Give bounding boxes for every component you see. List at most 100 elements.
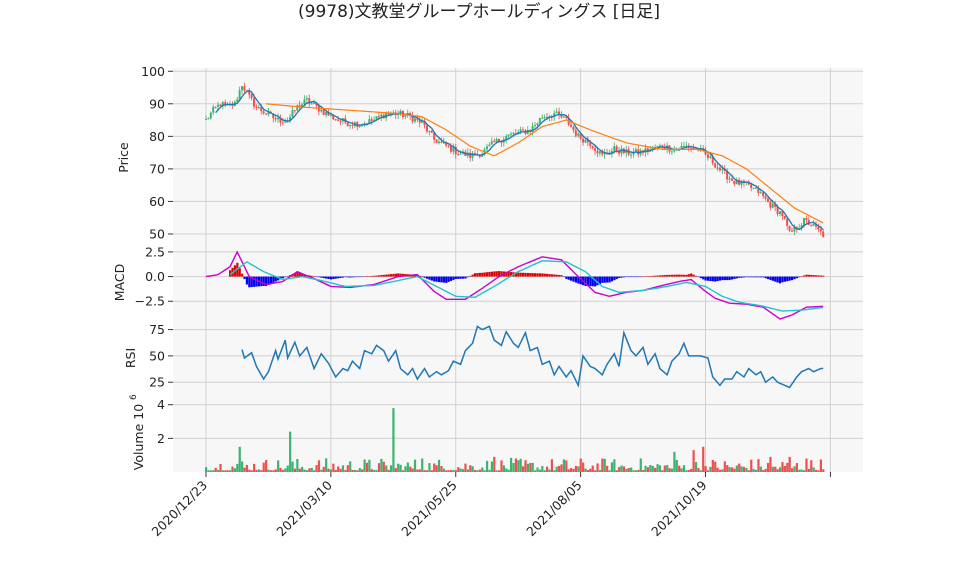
macd-hist-bar: [762, 276, 765, 278]
candle-body: [231, 104, 234, 107]
macd-hist-bar: [663, 275, 666, 277]
macd-hist-bar: [819, 275, 822, 277]
macd-hist-bar: [730, 276, 734, 280]
volume-bar: [630, 467, 633, 472]
macd-hist-bar: [473, 273, 477, 277]
candle-body: [819, 229, 822, 232]
macd-hist-bar: [241, 273, 244, 277]
candle-body: [555, 111, 558, 114]
volume-bar: [819, 459, 822, 472]
volume-bar: [822, 469, 825, 472]
candle-body: [437, 141, 440, 144]
macd-hist-bar: [678, 274, 681, 277]
volume-bar: [392, 408, 395, 472]
volume-bar: [699, 470, 702, 472]
macd-hist-bar: [320, 276, 323, 278]
candle-body: [442, 142, 445, 144]
volume-bar: [651, 465, 654, 472]
macd-hist-bar: [586, 276, 590, 287]
volume-bar: [649, 465, 652, 472]
rsi-line: [241, 325, 824, 389]
candle-body: [762, 192, 765, 197]
candle-body: [265, 113, 268, 115]
macd-hist-bar: [428, 276, 431, 280]
volume-bar: [538, 469, 542, 472]
macd-hist-bar: [505, 271, 508, 277]
macd-hist-bar: [634, 276, 638, 278]
macd-hist-bar: [481, 272, 484, 277]
macd-hist-bar: [399, 273, 402, 277]
volume-bar: [387, 469, 390, 472]
macd-hist-bar: [783, 276, 786, 282]
volume-bar: [793, 466, 796, 472]
candle-body: [310, 103, 313, 105]
candle-body: [584, 139, 587, 143]
candle-body: [236, 99, 239, 102]
macd-hist-bar: [553, 274, 556, 277]
macd-hist-bar: [574, 276, 578, 283]
candle-body: [783, 215, 786, 219]
macd-hist-bar: [524, 272, 527, 277]
macd-hist-bar: [610, 276, 614, 282]
volume-bar: [694, 462, 698, 472]
macd-hist-bar: [812, 275, 815, 277]
candle-body: [615, 146, 618, 152]
volume-bar: [632, 470, 635, 472]
candle-body: [658, 145, 661, 147]
candle-body: [447, 145, 450, 147]
macd-hist-bar: [711, 276, 714, 282]
candle-body: [790, 230, 793, 232]
candle-body: [774, 203, 777, 207]
macd-hist-bar: [315, 276, 318, 278]
macd-hist-bar: [810, 274, 813, 277]
macd-hist-bar: [293, 273, 297, 277]
candle-body: [262, 111, 265, 114]
price-y-tick-label: 90: [149, 96, 165, 111]
macd-hist-bar: [774, 276, 777, 282]
candle-body: [685, 145, 688, 147]
macd-hist-bar: [303, 274, 306, 277]
volume-bar: [776, 469, 779, 472]
macd-hist-bar: [790, 276, 794, 281]
volume-bar: [771, 466, 774, 472]
candle-body: [485, 146, 488, 150]
macd-hist-bar: [353, 276, 357, 278]
macd-hist-bar: [229, 270, 232, 277]
macd-hist-bar: [385, 274, 388, 277]
volume-bar: [637, 469, 640, 472]
volume-bar: [735, 465, 738, 472]
macd-hist-bar: [740, 276, 743, 278]
volume-bar: [721, 469, 724, 472]
macd-hist-bar: [495, 271, 498, 277]
macd-hist-bar: [478, 272, 481, 277]
candle-body: [327, 112, 330, 116]
volume-bar: [606, 465, 609, 472]
x-tick-label: 2021/05/25: [398, 478, 460, 540]
candle-body: [387, 113, 390, 115]
macd-line: [205, 250, 824, 320]
candle-body: [786, 218, 789, 226]
macd-hist-bar: [375, 275, 378, 277]
macd-hist-bar: [413, 274, 417, 277]
volume-scale-exponent: 6: [129, 394, 139, 400]
candle-body: [224, 102, 227, 105]
volume-bar: [680, 468, 683, 472]
volume-bar: [406, 462, 409, 472]
rsi-y-tick-label: 50: [149, 348, 165, 363]
candle-body: [277, 117, 280, 120]
candle-body: [404, 115, 407, 118]
macd-y-tick-label: 2.5: [145, 244, 165, 259]
macd-hist-bar: [284, 276, 287, 278]
candle-body: [445, 142, 448, 146]
candle-body: [356, 122, 359, 127]
volume-bar: [279, 467, 282, 472]
macd-hist-bar: [548, 274, 551, 277]
volume-bar: [718, 469, 722, 472]
volume-bar: [358, 468, 361, 472]
candle-body: [788, 225, 791, 231]
candle-body: [399, 110, 402, 114]
candle-body: [308, 98, 311, 104]
candle-body: [757, 187, 760, 194]
volume-bar: [250, 470, 253, 472]
macd-hist-bar: [433, 276, 436, 282]
